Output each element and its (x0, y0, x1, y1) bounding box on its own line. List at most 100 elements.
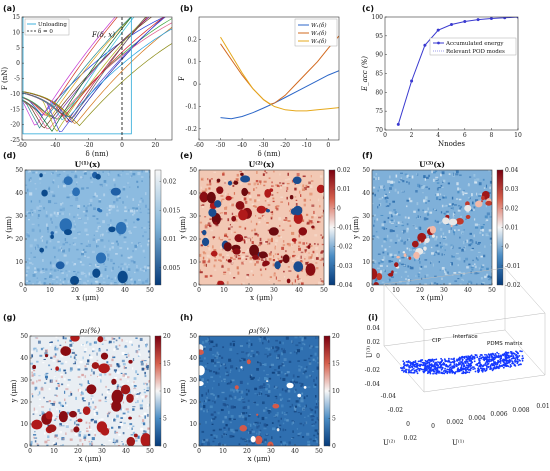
chart-f-texture (434, 219, 437, 223)
chart-h-texture (258, 430, 261, 434)
chart-e-texture (318, 216, 322, 219)
chart-d-texture (100, 239, 104, 242)
chart-h-texture (262, 401, 265, 405)
chart-f-texture (406, 282, 410, 285)
chart-d-blob (92, 268, 101, 278)
chart-e-xlabel: x (μm) (250, 294, 273, 302)
chart-h-texture (247, 399, 250, 402)
chart-i-point (444, 369, 446, 372)
chart-i-annotation-pdms: PDMS matrix (487, 341, 523, 347)
chart-f-texture (451, 245, 453, 248)
chart-f-blob (394, 262, 399, 268)
chart-h-texture (223, 380, 226, 383)
chart-e-texture (293, 241, 296, 244)
chart-e-texture (319, 259, 323, 261)
chart-g-texture (30, 362, 34, 365)
chart-g-texture (145, 395, 148, 397)
chart-d-texture (34, 182, 37, 185)
chart-i-point (495, 366, 498, 369)
chart-f-texture (425, 186, 428, 188)
chart-e-texture (243, 197, 247, 201)
chart-g-texture (79, 432, 81, 434)
chart-h-texture (309, 407, 312, 410)
chart-i-point (444, 360, 447, 363)
chart-f-texture (415, 275, 417, 277)
chart-h-texture (208, 343, 211, 345)
chart-g-texture (147, 350, 150, 353)
chart-f-texture (468, 280, 472, 284)
chart-h-texture (261, 416, 265, 421)
chart-e-texture (215, 223, 219, 227)
chart-d-texture (37, 245, 39, 248)
chart-f-texture (476, 243, 480, 245)
chart-f-colorbar-label: 0.04 (505, 167, 519, 174)
chart-g-blob (133, 433, 138, 438)
chart-g-texture (85, 388, 88, 391)
chart-g-texture (148, 402, 150, 404)
chart-d-texture (107, 224, 110, 226)
chart-g-texture (31, 354, 34, 358)
chart-i-point (467, 355, 469, 358)
chart-h-texture (206, 409, 208, 413)
chart-g-texture (116, 414, 119, 418)
chart-e-blob (291, 238, 297, 242)
chart-d-texture (108, 208, 111, 212)
chart-i-point (447, 368, 450, 371)
chart-g-ytick-label: 0 (24, 443, 28, 450)
chart-h-texture (225, 433, 227, 435)
chart-d-texture (64, 238, 67, 241)
chart-h-blob (297, 393, 302, 398)
chart-g-texture (92, 371, 95, 375)
chart-f-texture (426, 217, 429, 220)
chart-e-texture (296, 172, 300, 177)
chart-f-texture (458, 257, 461, 261)
chart-i-ztick-label: -0.04 (365, 381, 381, 388)
chart-d-blob (63, 176, 73, 186)
chart-f-texture (463, 229, 465, 231)
chart-i-point (410, 369, 412, 372)
chart-g-texture (96, 352, 98, 356)
chart-d-texture (72, 228, 76, 231)
chart-f-texture (438, 221, 441, 225)
chart-e-texture (270, 238, 274, 243)
chart-d-texture (43, 206, 45, 210)
chart-f-texture (426, 213, 430, 216)
chart-i-point (403, 367, 406, 369)
chart-e-texture (242, 255, 245, 258)
chart-i-point (430, 359, 433, 362)
chart-d-texture (104, 266, 108, 268)
chart-e-texture (201, 190, 205, 192)
chart-g-texture (69, 438, 73, 441)
chart-e-texture (221, 265, 224, 268)
chart-h-texture (266, 383, 270, 385)
chart-g-texture (108, 340, 112, 344)
chart-e-texture (233, 192, 236, 195)
chart-f-texture (408, 238, 410, 242)
chart-i-point (470, 354, 473, 357)
chart-d-texture (75, 273, 78, 276)
chart-h-texture (293, 410, 297, 413)
chart-g-texture (50, 356, 53, 359)
chart-f-texture (479, 268, 483, 272)
chart-i-ytick-label: 0.02 (404, 435, 418, 442)
chart-h-texture (230, 405, 234, 409)
chart-e-texture (236, 173, 239, 177)
chart-d-texture (129, 283, 132, 285)
chart-g-texture (117, 363, 119, 366)
chart-d-texture (83, 222, 87, 224)
chart-h-texture (281, 347, 283, 351)
chart-a-curve (22, 17, 132, 129)
chart-d-colorbar-label: 0.015 (163, 207, 180, 214)
chart-i-point (472, 356, 474, 359)
chart-f-texture (448, 230, 451, 234)
chart-i-point (405, 360, 408, 363)
chart-h-texture (286, 371, 290, 374)
chart-f-texture (448, 203, 452, 206)
chart-d-texture (141, 199, 144, 203)
chart-i-point (441, 366, 444, 369)
chart-g-texture (78, 432, 81, 434)
chart-e-blob (206, 191, 216, 204)
chart-c-legend-marker-0 (437, 41, 440, 45)
chart-h-texture (279, 365, 283, 367)
chart-e-texture (310, 180, 314, 182)
